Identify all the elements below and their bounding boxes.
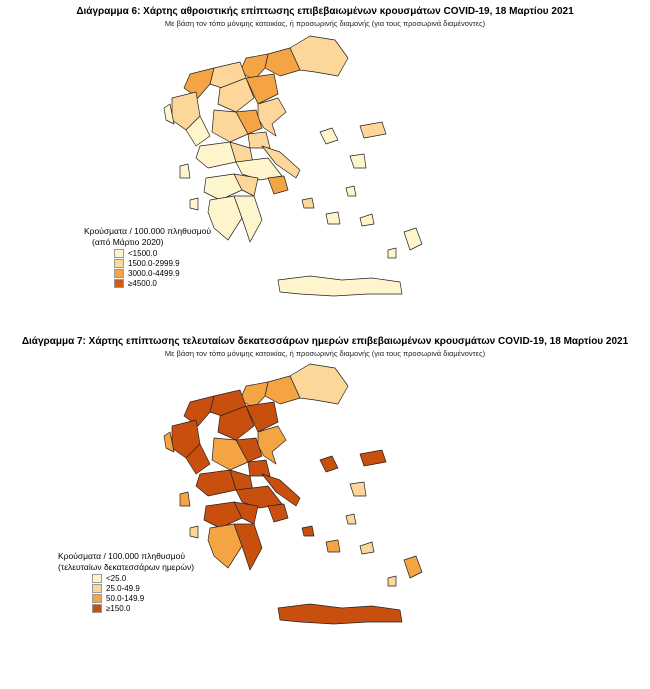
figure2-legend-item: ≥150.0 [92, 603, 194, 613]
figure1-legend-item: 1500.0-2999.9 [114, 258, 211, 268]
figure1-subtitle: Με βάση τον τόπο μόνιμης κατοικίας, ή πρ… [164, 19, 486, 28]
figure2-legend-item: 50.0-149.9 [92, 593, 194, 603]
figure2-legend-item: 25.0-49.9 [92, 583, 194, 593]
figure2-legend-title: Κρούσματα / 100.000 πληθυσμού [58, 551, 185, 561]
greece-map-cumulative [163, 35, 423, 297]
figure2-title: Διάγραμμα 7: Χάρτης επίπτωσης τελευταίων… [21, 336, 629, 347]
greece-map-14day [163, 363, 423, 625]
figure1-legend-item: 3000.0-4499.9 [114, 268, 211, 278]
figure1-legend-subtitle: (από Μάρτιο 2020) [92, 237, 164, 247]
figure1-legend-item: ≥4500.0 [114, 278, 211, 288]
figure2-legend-item: <25.0 [92, 573, 194, 583]
figure1-legend: Κρούσματα / 100.000 πληθυσμού (από Μάρτι… [84, 226, 211, 288]
figure1-legend-title: Κρούσματα / 100.000 πληθυσμού [84, 226, 211, 236]
figure1-title: Διάγραμμα 6: Χάρτης αθροιστικής επίπτωση… [76, 6, 574, 17]
figure2-legend: Κρούσματα / 100.000 πληθυσμού (τελευταίω… [58, 551, 194, 613]
figure2-subtitle: Με βάση τον τόπο μόνιμης κατοικίας, ή πρ… [164, 349, 486, 358]
figure1-legend-item: <1500.0 [114, 248, 211, 258]
figure2-legend-subtitle: (τελευταίων δεκατεσσάρων ημερών) [58, 562, 195, 572]
